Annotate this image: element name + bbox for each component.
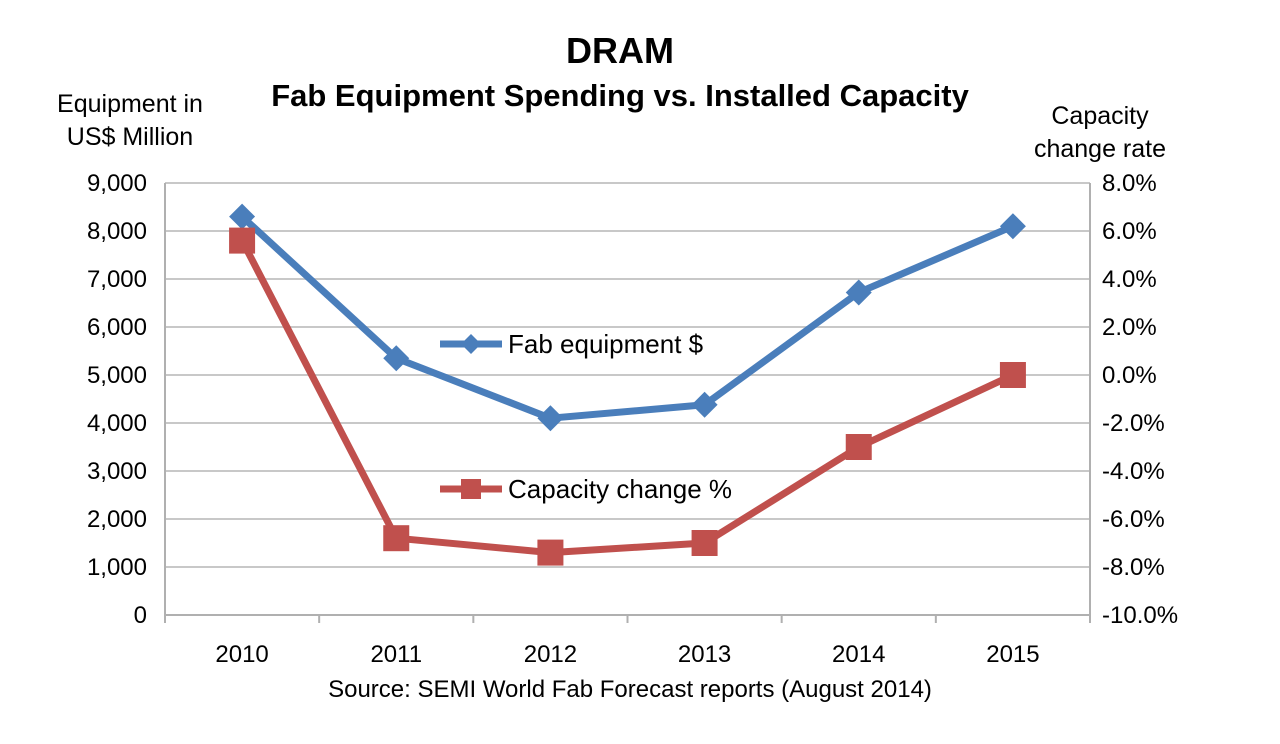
y-right-tick-label: -10.0% [1102,602,1178,629]
fab-equipment-legend-label: Fab equipment $ [508,329,704,359]
y-right-tick-label: 2.0% [1102,314,1157,341]
y-right-tick-label: 6.0% [1102,218,1157,245]
y-left-tick-label: 7,000 [87,266,147,293]
y-right-tick-label: -6.0% [1102,506,1165,533]
x-tick-label: 2010 [215,641,268,668]
fab-equipment-point [229,203,256,230]
y-axis-left-title: Equipment in US$ Million [57,90,203,151]
capacity-change-point [537,539,564,566]
x-tick-label: 2011 [370,641,422,668]
y-right-tick-label: 0.0% [1102,362,1157,389]
x-axis-ticks: 2010 2011 2012 2013 2014 2015 [215,641,1039,668]
x-tick-label: 2015 [986,641,1039,668]
capacity-change-point [999,362,1026,388]
axes [164,183,1091,623]
capacity-change-legend-label: Capacity change % [508,474,732,504]
fab-equipment-point [383,345,410,372]
x-tick-label: 2013 [678,641,731,668]
chart-subtitle: Fab Equipment Spending vs. Installed Cap… [271,78,969,113]
series-group [229,203,1026,566]
y-left-tick-label: 8,000 [87,218,147,245]
fab-equipment-point [999,213,1026,240]
fab-equipment-legend-marker [461,334,481,354]
y-right-tick-label: -2.0% [1102,410,1165,437]
capacity-change-point [229,227,256,254]
capacity-change-legend-marker [461,479,481,499]
fab-equipment-point [537,405,564,432]
y-right-tick-label: -4.0% [1102,458,1165,485]
y-axis-right-title: Capacity change rate [1033,102,1167,163]
capacity-change-line [238,237,1017,557]
x-tick-label: 2012 [524,641,577,668]
y-right-tick-label: 8.0% [1102,170,1157,197]
y-right-tick-label: 4.0% [1102,266,1157,293]
y-left-tick-label: 6,000 [87,314,147,341]
chart-title: DRAM [566,30,674,71]
gridlines [165,182,1090,568]
x-tick-label: 2014 [832,641,885,668]
y-right-tick-label: -8.0% [1102,554,1165,581]
y-left-tick-label: 5,000 [87,362,147,389]
source-note: Source: SEMI World Fab Forecast reports … [328,676,932,703]
legend: Fab equipment $ Capacity change % [440,329,732,504]
y-left-tick-label: 3,000 [87,458,147,485]
y-left-tick-label: 9,000 [87,170,147,197]
y-left-tick-label: 1,000 [87,554,147,581]
capacity-change-point [845,434,872,460]
capacity-change-point [383,525,410,552]
fab-equipment-line [238,213,1017,422]
y-axis-left-ticks: 0 1,000 2,000 3,000 4,000 5,000 6,000 7,000 8,00… [87,170,147,629]
y-left-tick-label: 2,000 [87,506,147,533]
capacity-change-point [691,530,718,556]
y-left-tick-label: 0 [134,602,147,629]
y-left-tick-label: 4,000 [87,410,147,437]
fab-equipment-point [845,279,872,306]
fab-equipment-point [691,391,718,418]
y-axis-right-ticks: -10.0% -8.0% -6.0% -4.0% -2.0% 0.0% 2.0% 4.0% 6.… [1102,170,1178,629]
